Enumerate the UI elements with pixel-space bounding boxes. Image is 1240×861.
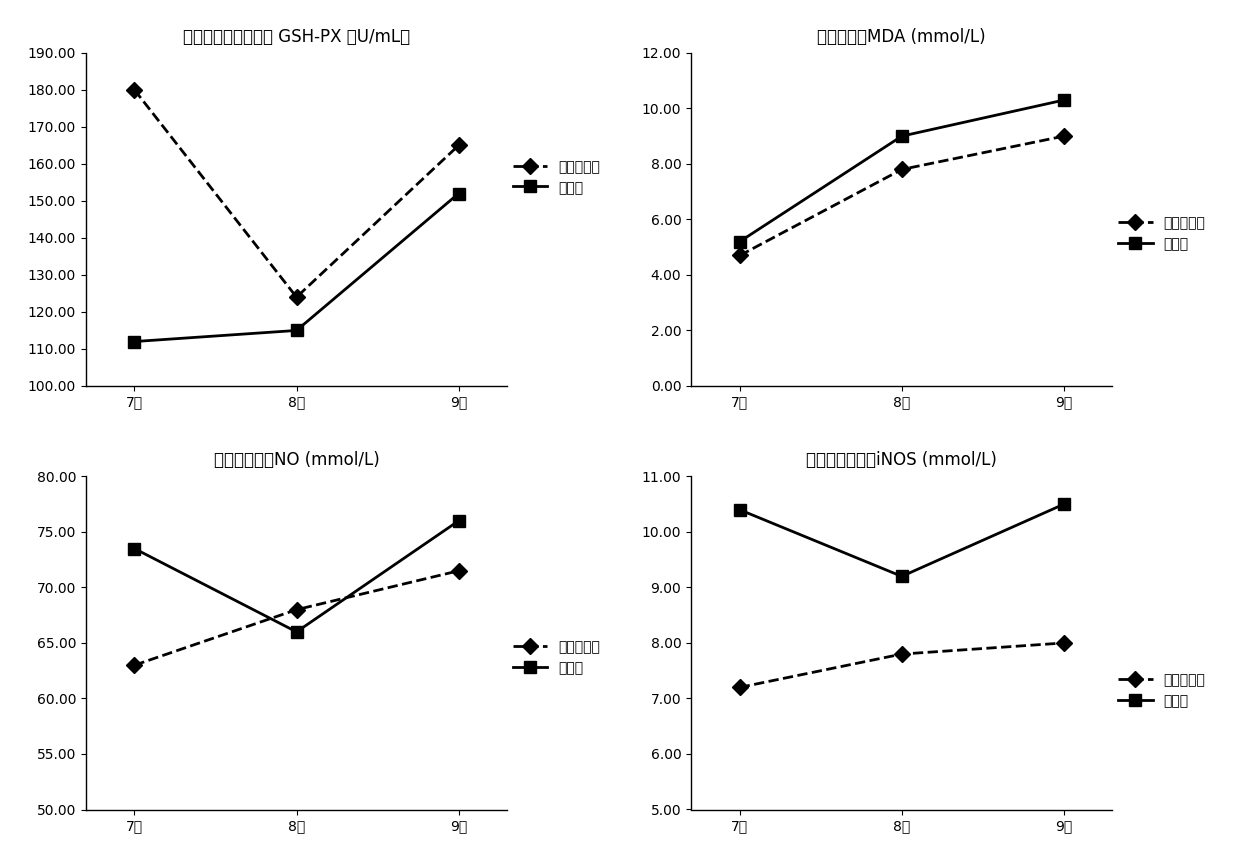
Legend: 功能饰料组, 对照组: 功能饰料组, 对照组 (1111, 666, 1213, 715)
Line: 对照组: 对照组 (129, 188, 464, 347)
功能饰料组 (1056, 131, 1071, 141)
Line: 功能饰料组: 功能饰料组 (129, 84, 464, 303)
对照组 (126, 337, 141, 347)
Line: 对照组: 对照组 (129, 515, 464, 637)
对照组 (894, 131, 909, 141)
对照组 (894, 571, 909, 581)
对照组 (289, 627, 304, 637)
对照组 (1056, 95, 1071, 105)
Title: 一氧化氮合成酶iNOS (mmol/L): 一氧化氮合成酶iNOS (mmol/L) (806, 451, 997, 469)
Legend: 功能饰料组, 对照组: 功能饰料组, 对照组 (1111, 210, 1213, 258)
对照组 (733, 505, 748, 515)
功能饰料组 (894, 164, 909, 175)
对照组 (733, 237, 748, 247)
功能饰料组 (451, 140, 466, 151)
Legend: 功能饰料组, 对照组: 功能饰料组, 对照组 (506, 153, 608, 202)
功能饰料组 (289, 292, 304, 302)
Title: 谷胱甘肽过氧化物酶 GSH-PX （U/mL）: 谷胱甘肽过氧化物酶 GSH-PX （U/mL） (184, 28, 410, 46)
功能饰料组 (126, 660, 141, 671)
功能饰料组 (733, 682, 748, 692)
对照组 (451, 516, 466, 526)
对照组 (289, 325, 304, 336)
功能饰料组 (126, 84, 141, 95)
Line: 功能饰料组: 功能饰料组 (734, 637, 1069, 693)
功能饰料组 (894, 649, 909, 660)
Line: 功能饰料组: 功能饰料组 (734, 131, 1069, 261)
功能饰料组 (733, 251, 748, 261)
Line: 功能饰料组: 功能饰料组 (129, 566, 464, 671)
Line: 对照组: 对照组 (734, 499, 1069, 582)
Line: 对照组: 对照组 (734, 95, 1069, 247)
对照组 (451, 189, 466, 199)
功能饰料组 (1056, 638, 1071, 648)
功能饰料组 (451, 566, 466, 576)
Title: 丙二醛浓度MDA (mmol/L): 丙二醛浓度MDA (mmol/L) (817, 28, 986, 46)
Legend: 功能饰料组, 对照组: 功能饰料组, 对照组 (506, 633, 608, 682)
对照组 (126, 543, 141, 554)
Title: 一氧化氮浓度NO (mmol/L): 一氧化氮浓度NO (mmol/L) (213, 451, 379, 469)
对照组 (1056, 499, 1071, 510)
功能饰料组 (289, 604, 304, 615)
